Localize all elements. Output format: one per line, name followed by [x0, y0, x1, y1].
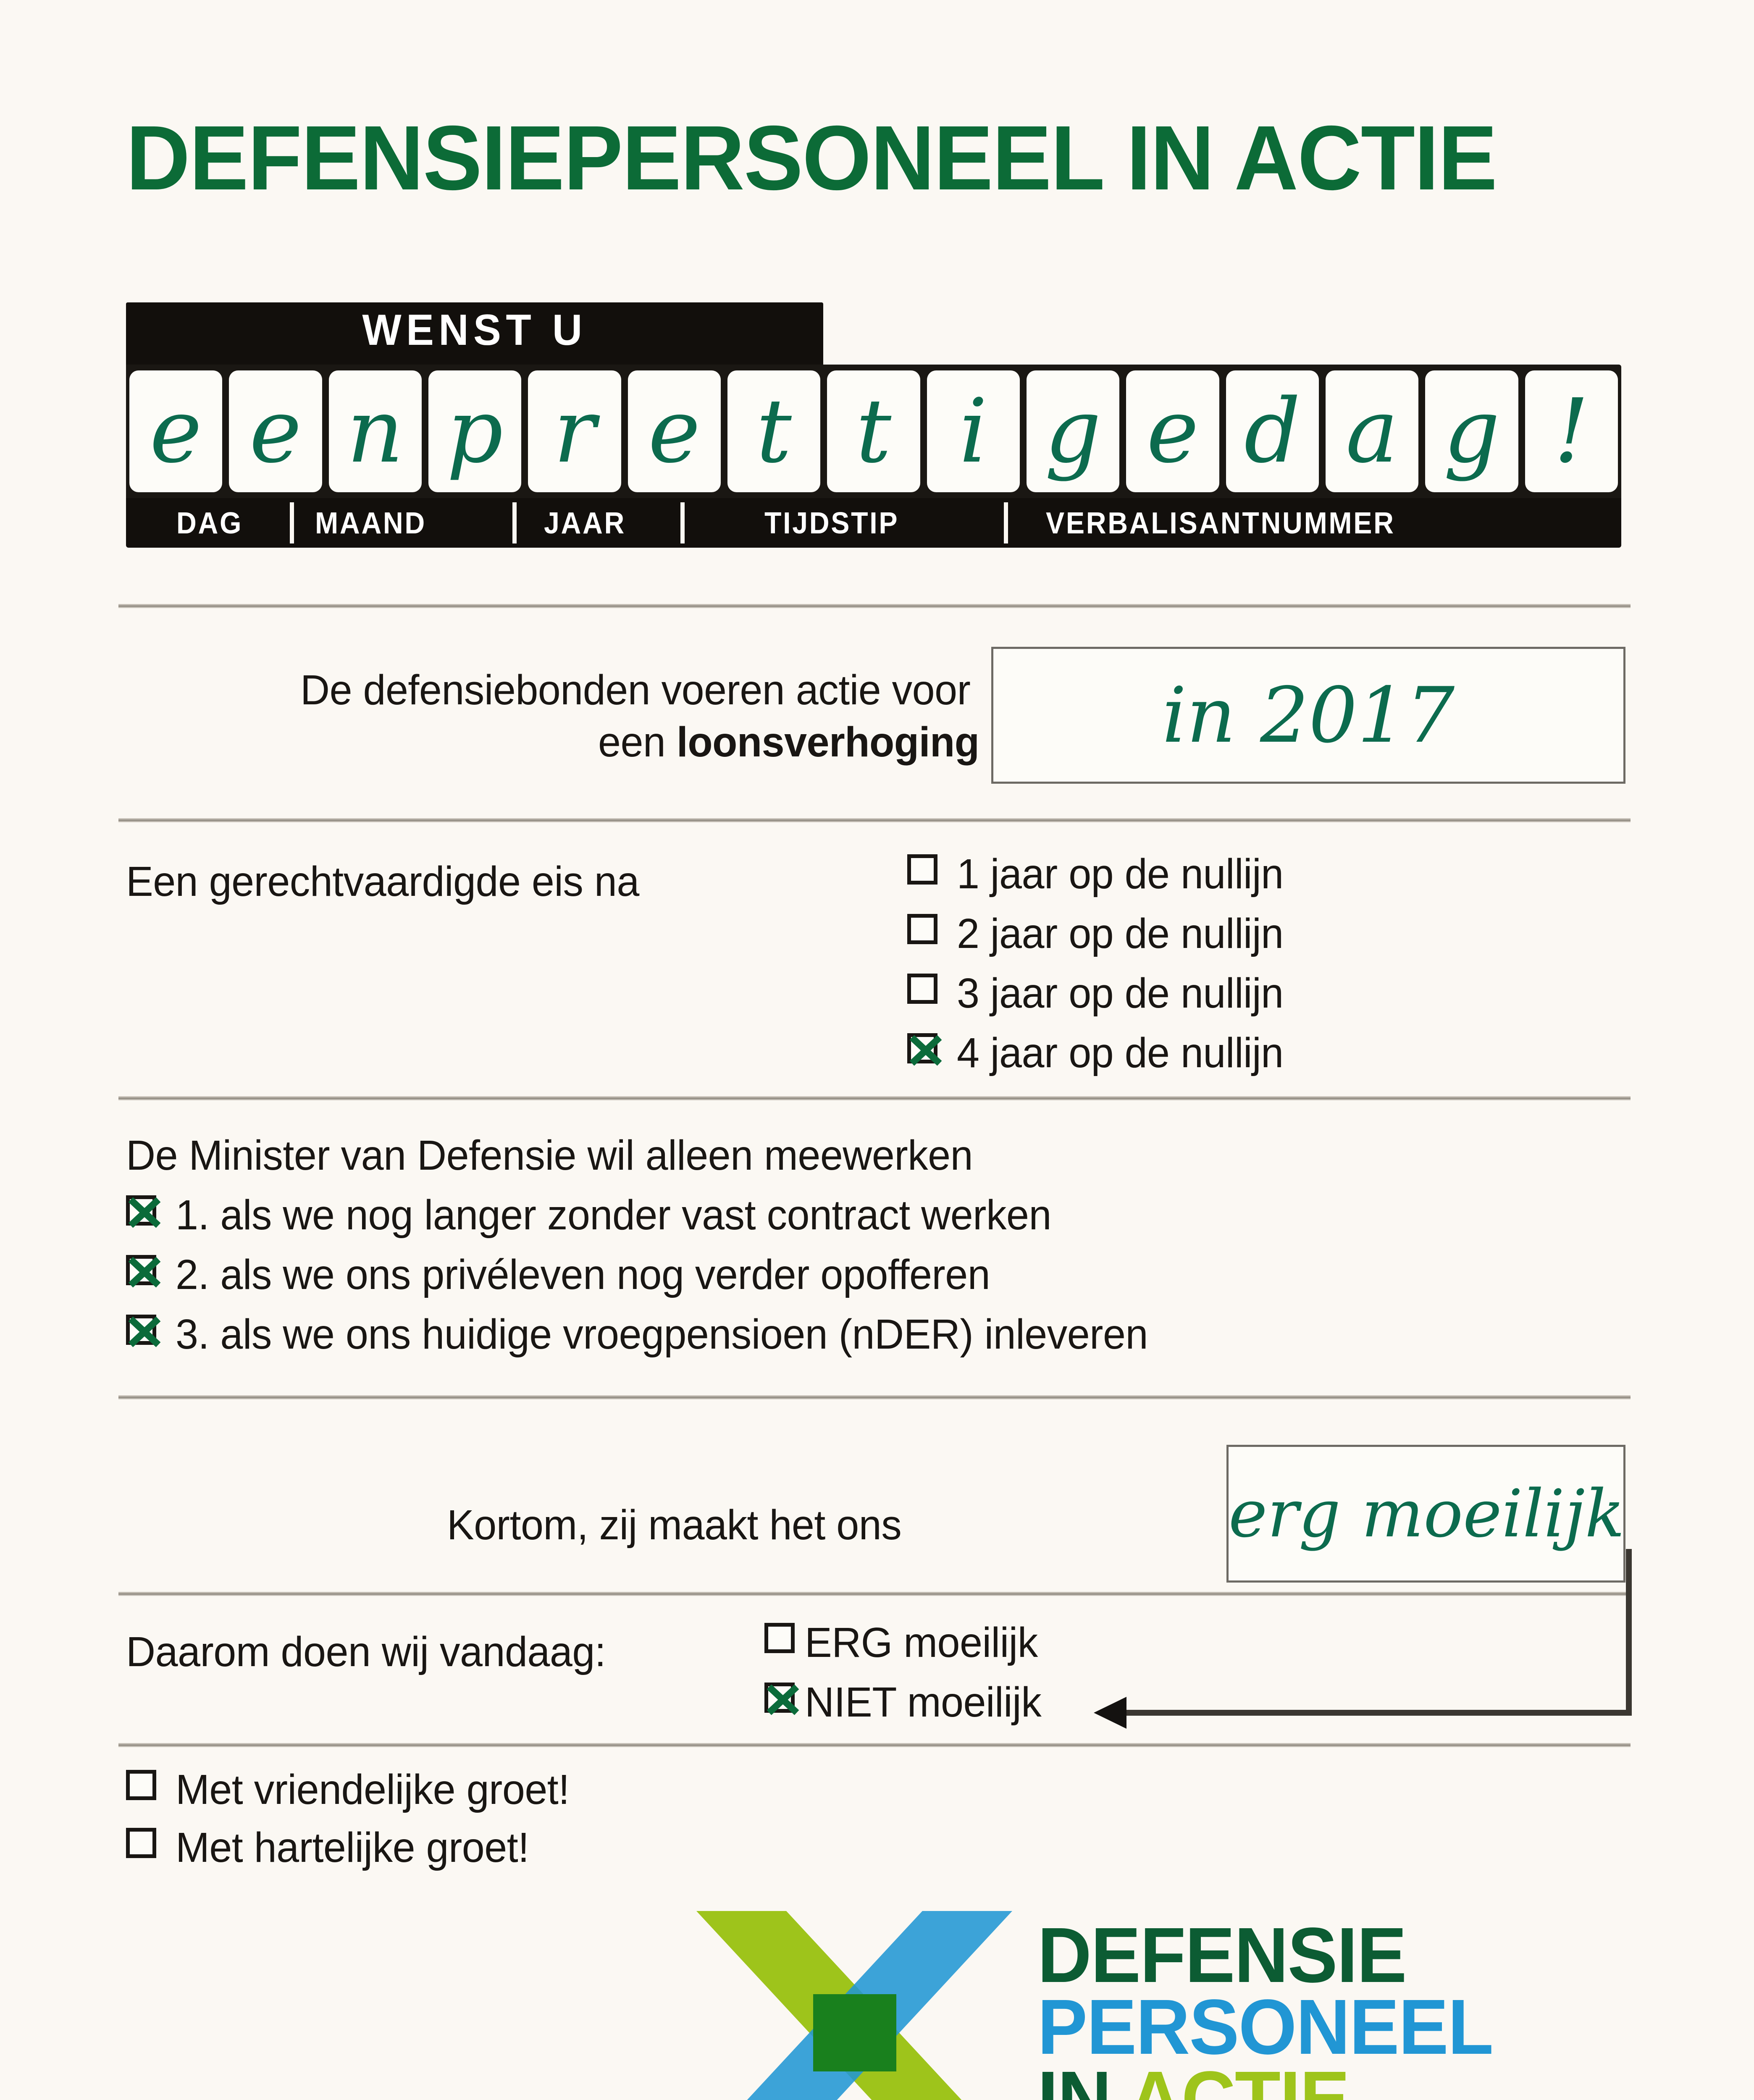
minister-condition-label: 3. als we ons huidige vroegpensioen (nDE… [176, 1311, 1148, 1358]
section-loonsverhoging: De defensiebonden voeren actie voor een … [126, 647, 1630, 790]
checkbox[interactable] [764, 1623, 795, 1653]
raise-line-2: een loonsverhoging [598, 717, 979, 768]
ticket-cell-letter: t [756, 380, 792, 483]
ticket-cell-letter: e [648, 380, 701, 483]
ticket-cell-letter: t [856, 380, 892, 483]
demand-option-label: 1 jaar op de nullijn [957, 850, 1284, 898]
logo-word-actie: ACTIE [1128, 2055, 1350, 2100]
raise-line-2-normal: een [598, 719, 677, 766]
ticket-cell-letter: p [446, 380, 503, 483]
ticket-cell[interactable]: ! [1525, 370, 1618, 492]
divider [118, 604, 1631, 608]
ticket-bottom-labelbar: DAG MAAND JAAR TIJDSTIP VERBALISANTNUMME… [126, 498, 1621, 548]
greeting-option-label: Met vriendelijke groet! [176, 1766, 570, 1813]
brand-logo: DEFENSIE PERSONEEL IN ACTIE [689, 1907, 1642, 2100]
raise-line-2-bold: loonsverhoging [677, 719, 979, 766]
ticket-cell-letter: e [150, 380, 202, 483]
checkbox[interactable] [126, 1828, 156, 1858]
checkbox[interactable] [126, 1770, 156, 1800]
ticket-topbar: WENST U [126, 302, 823, 365]
today-option-label: NIET moeilijk [805, 1679, 1042, 1726]
checkbox-checked[interactable] [907, 1033, 937, 1063]
ticket-cell[interactable]: e [628, 370, 721, 492]
ticket-cell[interactable]: d [1226, 370, 1319, 492]
demand-option-label: 3 jaar op de nullijn [957, 970, 1284, 1017]
ticket-label-separator [290, 502, 294, 543]
ticket-cell-letter: i [959, 380, 987, 483]
year-input-box[interactable]: in 2017 [991, 647, 1625, 784]
checkbox[interactable] [907, 974, 937, 1004]
checkbox[interactable] [907, 914, 937, 944]
parking-ticket-banner: WENST U e e n p r e t t i g e d a g ! DA… [126, 302, 1621, 563]
ticket-cell[interactable]: i [927, 370, 1020, 492]
ticket-cell[interactable]: g [1026, 370, 1120, 492]
ticket-cell-letter: g [1045, 380, 1101, 483]
ticket-cell[interactable]: e [129, 370, 223, 492]
ticket-cell[interactable]: r [528, 370, 621, 492]
checkbox-checked[interactable] [126, 1195, 156, 1226]
ticket-cell-letter: g [1443, 380, 1500, 483]
ticket-cell-letter: r [553, 380, 596, 483]
demand-option-label: 4 jaar op de nullijn [957, 1029, 1284, 1076]
divider [118, 1592, 1631, 1596]
ticket-label-separator [1004, 502, 1008, 543]
minister-condition-label: 1. als we nog langer zonder vast contrac… [176, 1192, 1051, 1239]
ticket-cell[interactable]: e [229, 370, 322, 492]
ticket-cell-letter: e [249, 380, 302, 483]
checkbox-checked[interactable] [126, 1315, 156, 1345]
ticket-cell[interactable]: p [428, 370, 522, 492]
checkbox-checked[interactable] [126, 1255, 156, 1285]
ticket-cell[interactable]: t [727, 370, 821, 492]
checkbox[interactable] [907, 854, 937, 885]
logo-x-mark-icon [696, 1911, 1012, 2100]
ticket-label-dag: DAG [176, 507, 243, 540]
ticket-label-jaar: JAAR [544, 507, 626, 540]
greeting-option-label: Met hartelijke groet! [176, 1824, 529, 1871]
divider [118, 1743, 1631, 1747]
ticket-topbar-label: WENST U [362, 306, 587, 354]
kortom-input-box[interactable]: erg moeilijk [1226, 1445, 1625, 1583]
ticket-cell-letter: ! [1554, 380, 1589, 483]
demand-option-label: 2 jaar op de nullijn [957, 910, 1284, 957]
minister-lead: De Minister van Defensie wil alleen meew… [126, 1132, 973, 1179]
kortom-handwritten-value: erg moeilijk [1229, 1475, 1625, 1552]
ticket-label-verbalisantnummer: VERBALISANTNUMMER [1046, 507, 1395, 540]
raise-line-1: De defensiebonden voeren actie voor [300, 667, 971, 714]
ticket-label-maand: MAAND [315, 507, 426, 540]
logo-line-personeel: PERSONEEL [1037, 1984, 1494, 2071]
ticket-cell-row: e e n p r e t t i g e d a g ! [126, 365, 1621, 498]
logo-wordmark: DEFENSIE PERSONEEL IN ACTIE [1037, 1912, 1642, 2100]
divider [118, 1395, 1631, 1399]
ticket-label-separator [680, 502, 685, 543]
ticket-label-tijdstip: TIJDSTIP [764, 507, 899, 540]
demand-lead: Een gerechtvaardigde eis na [126, 858, 639, 905]
logo-line-in-actie: IN ACTIE [1037, 2060, 1618, 2100]
ticket-cell-letter: e [1146, 380, 1199, 483]
ticket-label-separator [512, 502, 517, 543]
logo-word-in: IN [1037, 2055, 1128, 2100]
ticket-cell-letter: d [1244, 380, 1301, 483]
minister-condition-label: 2. als we ons privéleven nog verder opof… [176, 1251, 990, 1298]
year-handwritten-value: in 2017 [1162, 671, 1455, 760]
pointer-arrow [1094, 1549, 1632, 1729]
ticket-cell[interactable]: e [1126, 370, 1219, 492]
kortom-lead: Kortom, zij maakt het ons [447, 1502, 902, 1549]
ticket-cell[interactable]: a [1325, 370, 1419, 492]
ticket-cell-letter: n [347, 380, 404, 483]
divider [118, 818, 1631, 822]
logo-line-defensie: DEFENSIE [1037, 1912, 1407, 1999]
today-option-label: ERG moeilijk [805, 1619, 1038, 1666]
ticket-cell[interactable]: n [328, 370, 422, 492]
ticket-cell[interactable]: t [827, 370, 920, 492]
ticket-cell[interactable]: g [1425, 370, 1518, 492]
today-lead: Daarom doen wij vandaag: [126, 1628, 606, 1675]
ticket-cell-letter: a [1346, 380, 1399, 483]
divider [118, 1096, 1631, 1100]
checkbox-checked[interactable] [764, 1683, 795, 1713]
page-title: DEFENSIEPERSONEEL IN ACTIE [126, 107, 1497, 209]
